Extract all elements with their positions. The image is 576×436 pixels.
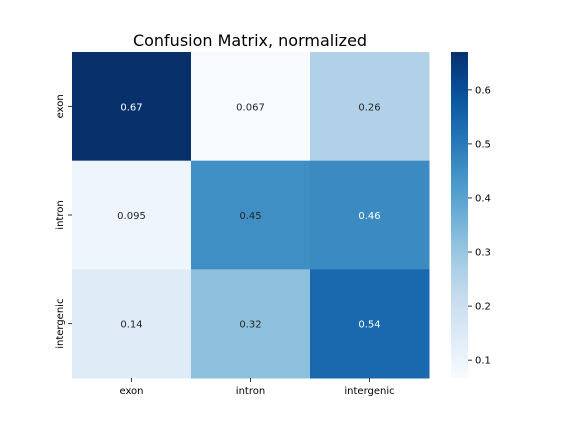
colorbar-tick-label: 0.2 bbox=[475, 302, 491, 313]
heatmap-cell bbox=[310, 52, 430, 162]
heatmap-cell bbox=[191, 269, 311, 379]
cell-value-label: 0.067 bbox=[236, 102, 265, 113]
heatmap-cells bbox=[72, 52, 430, 379]
colorbar: 0.1 0.2 0.3 0.4 0.5 0.6 bbox=[451, 52, 491, 378]
cell-value-label: 0.54 bbox=[358, 320, 380, 331]
heatmap-cell bbox=[191, 160, 311, 270]
heatmap-cell bbox=[72, 52, 192, 162]
y-axis: exon intron intergenic bbox=[55, 94, 72, 349]
cell-value-label: 0.26 bbox=[358, 102, 380, 113]
x-tick-label: exon bbox=[119, 386, 143, 397]
colorbar-tick-label: 0.5 bbox=[475, 139, 491, 150]
cell-value-label: 0.46 bbox=[358, 211, 380, 222]
heatmap-cell bbox=[72, 160, 192, 270]
colorbar-tick-label: 0.4 bbox=[475, 193, 491, 204]
cell-value-label: 0.095 bbox=[117, 211, 146, 222]
heatmap-cell bbox=[72, 269, 192, 379]
cell-value-label: 0.45 bbox=[239, 211, 261, 222]
colorbar-tick-label: 0.3 bbox=[475, 248, 491, 259]
y-tick-label: intron bbox=[55, 200, 66, 229]
y-tick-label: intergenic bbox=[55, 299, 66, 349]
x-tick-label: intergenic bbox=[344, 386, 394, 397]
chart-title: Confusion Matrix, normalized bbox=[133, 31, 367, 50]
x-axis: exon intron intergenic bbox=[119, 378, 395, 397]
heatmap-cell-labels: 0.67 0.067 0.26 0.095 0.45 0.46 0.14 0.32 0.54 bbox=[117, 102, 380, 330]
cell-value-label: 0.32 bbox=[239, 320, 261, 331]
colorbar-tick-label: 0.6 bbox=[475, 85, 491, 96]
heatmap-cell bbox=[310, 269, 430, 379]
heatmap-cell bbox=[310, 160, 430, 270]
y-tick-label: exon bbox=[55, 94, 66, 118]
cell-value-label: 0.67 bbox=[120, 102, 142, 113]
cell-value-label: 0.14 bbox=[120, 320, 142, 331]
colorbar-tick-label: 0.1 bbox=[475, 356, 491, 367]
colorbar-gradient bbox=[451, 52, 468, 378]
x-tick-label: intron bbox=[236, 386, 265, 397]
heatmap-cell bbox=[191, 52, 311, 162]
